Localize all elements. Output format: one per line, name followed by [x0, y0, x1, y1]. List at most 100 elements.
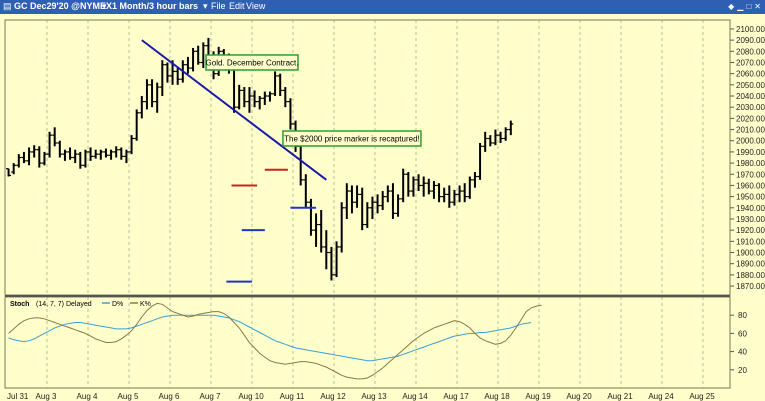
- interval-selector[interactable]: 1 Month/3 hour bars: [112, 1, 199, 11]
- ohlc-bar: [375, 194, 381, 214]
- ohlc-bar: [200, 42, 206, 69]
- ohlc-bar: [487, 135, 493, 147]
- stoch-tick-label: 40: [738, 348, 747, 357]
- symbol-dropdown-icon[interactable]: ▾: [102, 1, 107, 11]
- ohlc-bar: [318, 210, 324, 253]
- ohlc-bar: [436, 183, 442, 203]
- stochastic-legend: Stoch (14, 7, 7) Delayed D% K%: [10, 301, 151, 308]
- ohlc-bar: [498, 131, 504, 143]
- ohlc-bar: [98, 149, 104, 160]
- menu-arrow-icon[interactable]: ▤: [3, 1, 12, 11]
- ohlc-bar: [21, 151, 27, 164]
- stoch-tick-label: 20: [738, 366, 747, 375]
- interval-dropdown-icon[interactable]: ▾: [203, 1, 208, 11]
- ohlc-bar: [313, 213, 319, 247]
- ohlc-bar: [303, 174, 309, 208]
- date-tick-label: Aug 12: [320, 392, 346, 401]
- date-tick-label: Aug 5: [118, 392, 139, 401]
- annotation-border: [205, 54, 299, 71]
- date-tick-label: Aug 21: [607, 392, 633, 401]
- ohlc-bar: [421, 176, 427, 197]
- date-tick-label: Aug 24: [648, 392, 674, 401]
- date-tick-label: Aug 18: [484, 392, 510, 401]
- ohlc-bar: [441, 187, 447, 203]
- ohlc-bar: [467, 176, 473, 199]
- annotation-text: The $2000 price marker is recaptured!: [284, 134, 420, 143]
- panel-frames: [4, 19, 731, 389]
- stoch-tick-label: 80: [738, 311, 747, 320]
- price-tick-label: 2090.00: [736, 36, 765, 45]
- ohlc-bar: [431, 180, 437, 199]
- ohlc-bar: [282, 87, 288, 108]
- date-tick-label: Aug 3: [36, 392, 57, 401]
- ohlc-bar: [195, 45, 201, 65]
- price-tick-label: 1900.00: [736, 249, 765, 258]
- ohlc-bar: [344, 183, 350, 219]
- minimize-icon[interactable]: ▁: [737, 2, 744, 11]
- date-tick-label: Aug 13: [361, 392, 387, 401]
- ohlc-bar: [129, 135, 135, 155]
- stoch-title: Stoch: [10, 301, 29, 308]
- ohlc-bar: [241, 87, 247, 108]
- ohlc-bar: [410, 176, 416, 197]
- menu-view[interactable]: View: [246, 1, 266, 11]
- drawn-lines: [141, 39, 327, 283]
- ohlc-bar: [190, 47, 196, 72]
- ohlc-bar: [298, 142, 304, 186]
- pin-icon[interactable]: ◆: [728, 2, 735, 11]
- symbol-selector[interactable]: GC Dec29'20 @NYMEX: [14, 1, 112, 11]
- legend-label: K%: [140, 301, 151, 308]
- menu-file[interactable]: File: [211, 1, 226, 11]
- stoch-tick-label: 60: [738, 329, 747, 338]
- price-tick-label: 2040.00: [736, 92, 765, 101]
- ohlc-bar: [287, 98, 293, 130]
- price-tick-label: 1870.00: [736, 282, 765, 291]
- price-tick-label: 1910.00: [736, 237, 765, 246]
- ohlc-bar: [451, 189, 457, 206]
- legend-label: D%: [112, 301, 123, 308]
- ohlc-bar: [16, 154, 22, 168]
- ohlc-bar: [277, 73, 283, 97]
- ohlc-bar: [93, 149, 99, 159]
- ohlc-bar: [57, 140, 63, 158]
- downtrend-line: [141, 39, 327, 181]
- ohlc-bar: [11, 163, 17, 175]
- ohlc-bar: [272, 71, 278, 97]
- maximize-icon[interactable]: □: [746, 2, 752, 11]
- ohlc-bar: [36, 146, 42, 168]
- ohlc-bar: [364, 202, 370, 228]
- price-tick-label: 2080.00: [736, 47, 765, 56]
- stochastic-axis: 20 40 60 80: [730, 311, 747, 375]
- price-tick-label: 1890.00: [736, 260, 765, 269]
- date-tick-label: Aug 19: [525, 392, 551, 401]
- ohlc-bar: [323, 230, 329, 270]
- ohlc-bar: [88, 147, 94, 161]
- ohlc-bar: [385, 185, 391, 203]
- ohlc-bar: [416, 174, 422, 192]
- ohlc-bar: [503, 127, 509, 141]
- price-tick-label: 1920.00: [736, 226, 765, 235]
- price-tick-label: 1990.00: [736, 148, 765, 157]
- price-tick-label: 2030.00: [736, 103, 765, 112]
- chart-canvas: 1870.00 1880.00 1890.00 1900.00 1910.00 1920.…: [4, 19, 765, 401]
- stoch-series-k: [8, 302, 542, 380]
- menu-edit[interactable]: Edit: [229, 1, 245, 11]
- date-tick-label: Jul 31: [7, 392, 29, 401]
- price-tick-label: 1940.00: [736, 204, 765, 213]
- ohlc-bar: [308, 198, 314, 236]
- price-tick-label: 1930.00: [736, 215, 765, 224]
- window-controls: ◆ ▁ □ ✕: [725, 2, 761, 11]
- ohlc-bar: [400, 168, 406, 203]
- date-axis: Jul 31 Aug 3 Aug 4 Aug 5 Aug 6 Aug 7 Aug 10 Aug…: [7, 392, 715, 401]
- price-tick-label: 1950.00: [736, 193, 765, 202]
- price-tick-label: 2000.00: [736, 137, 765, 146]
- price-tick-label: 2100.00: [736, 25, 765, 34]
- ohlc-bar: [472, 172, 478, 188]
- ohlc-bar: [6, 168, 12, 177]
- close-icon[interactable]: ✕: [754, 2, 761, 11]
- ohlc-bar: [103, 148, 109, 158]
- ohlc-bar: [369, 196, 375, 219]
- date-tick-label: Aug 14: [402, 392, 428, 401]
- ohlc-bar: [41, 151, 47, 166]
- ohlc-bar: [482, 131, 488, 152]
